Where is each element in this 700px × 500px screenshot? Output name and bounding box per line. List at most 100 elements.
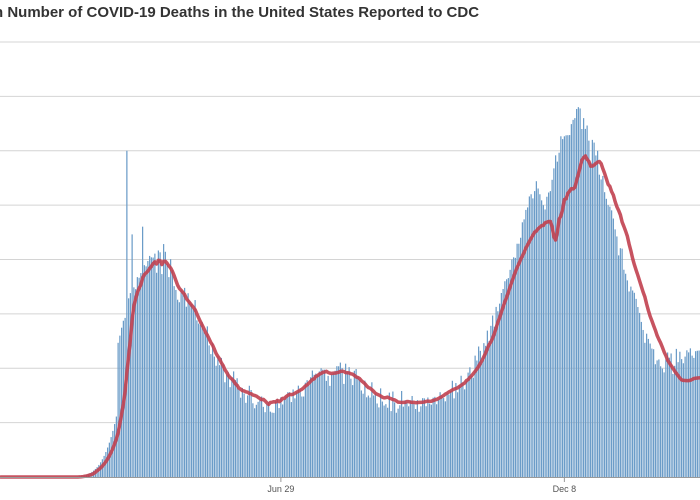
bar [241,387,243,477]
bar [507,278,509,477]
bar [210,354,212,477]
bar [658,359,660,477]
bar [693,357,695,477]
bar [583,118,585,478]
bar [679,351,681,477]
bar [364,380,366,477]
bar [170,259,172,477]
bar [318,371,320,477]
bar [597,150,599,477]
bar [644,342,646,477]
bar [227,372,229,477]
bar [317,374,319,477]
bar [506,279,508,477]
bar [443,398,445,477]
bar [691,355,693,477]
bar [231,377,233,477]
bar [486,330,488,477]
bar [695,351,697,477]
bar [434,396,436,477]
bar [698,350,700,477]
bar [383,405,385,477]
bar [282,404,284,477]
bar [374,393,376,477]
bar [437,399,439,477]
bar [572,119,574,478]
bar [513,257,515,477]
bar [485,345,487,477]
bar [332,373,334,477]
bar [376,403,378,477]
bar [614,229,616,477]
bar [639,312,641,477]
bar [677,362,679,477]
bar [621,248,623,478]
bar [135,289,137,477]
bar [289,392,291,477]
bar [308,384,310,477]
bar [290,402,292,477]
bar [266,404,268,477]
x-axis: Jun 29 Dec 8 [0,477,700,494]
bar [350,378,352,477]
bar [460,375,462,477]
bar [633,292,635,477]
bar [171,270,173,477]
bar [499,303,501,477]
bar [472,377,474,477]
bar [567,135,569,477]
bar [128,298,130,477]
bar [119,335,121,478]
bar [252,403,254,477]
bar [369,397,371,477]
bar [402,406,404,477]
bar [462,382,464,477]
bar [413,403,415,477]
bar [157,250,159,477]
bar [579,108,581,477]
bar [187,293,189,477]
bar [294,398,296,477]
bar [574,118,576,478]
bar [625,273,627,477]
bar [595,155,597,477]
bar [593,142,595,477]
bar [651,348,653,477]
bar [649,343,651,477]
bar [313,374,315,477]
bar [257,401,259,477]
bar [546,196,548,477]
bar [444,401,446,477]
bar [549,191,551,477]
bar [576,108,578,478]
bar [117,342,119,477]
bar [430,404,432,477]
bar [686,350,688,477]
bar [689,348,691,477]
bar [201,321,203,477]
bar [327,375,329,477]
bar [667,352,669,477]
bar [385,404,387,477]
bar [637,307,639,477]
bar [525,209,527,477]
bar [528,196,530,477]
bar [539,194,541,477]
bar [185,306,187,477]
bar [248,385,250,477]
bar [150,257,152,477]
chart-title: n Number of COVID-19 Deaths in the Unite… [0,4,480,21]
bar [285,396,287,477]
bar [457,392,459,477]
bar [469,367,471,477]
bar [247,395,249,477]
bar [191,303,193,477]
bar [178,302,180,477]
bar [304,382,306,477]
bar [471,376,473,477]
bar [129,293,131,477]
bar [220,357,222,477]
bar [521,222,523,477]
bar [584,128,586,477]
